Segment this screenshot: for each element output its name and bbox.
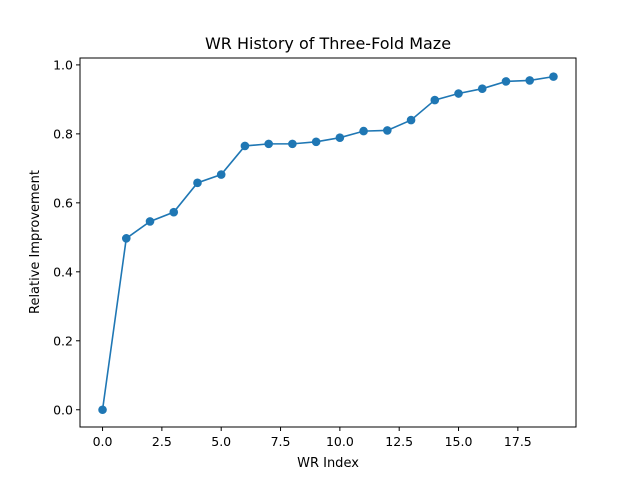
y-axis-label: Relative Improvement xyxy=(28,170,43,314)
series-line xyxy=(101,75,554,410)
series-group xyxy=(98,72,558,415)
data-point xyxy=(121,234,131,243)
data-point xyxy=(406,115,416,125)
data-point xyxy=(264,139,273,149)
x-tick-label: 12.5 xyxy=(385,434,413,449)
data-point xyxy=(359,126,368,136)
data-point xyxy=(193,178,202,188)
data-point xyxy=(169,207,179,217)
data-point xyxy=(216,170,226,179)
y-tick-label: 0.4 xyxy=(53,264,73,279)
x-tick-label: 0.0 xyxy=(93,434,113,449)
y-tick-label: 1.0 xyxy=(53,57,73,72)
x-tick-label: 7.5 xyxy=(271,434,291,449)
data-point xyxy=(145,217,155,226)
plot-frame xyxy=(79,57,577,428)
plot-area xyxy=(79,57,577,428)
y-tick-label: 0.2 xyxy=(53,333,73,348)
data-point xyxy=(477,84,487,93)
data-point xyxy=(549,72,558,81)
data-point xyxy=(454,89,463,98)
y-axis: 0.0 0.2 0.4 0.6 0.8 1.0 xyxy=(53,57,80,417)
chart-title: WR History of Three-Fold Maze xyxy=(205,34,451,53)
data-point xyxy=(383,126,392,135)
x-tick-label: 10.0 xyxy=(326,434,354,449)
data-point xyxy=(525,76,535,85)
y-tick-label: 0.8 xyxy=(53,126,73,141)
data-point xyxy=(311,137,321,147)
x-axis: 0.0 2.5 5.0 7.5 10.0 12.5 15.0 17.5 xyxy=(93,427,532,449)
x-tick-label: 17.5 xyxy=(504,434,532,449)
data-point xyxy=(335,133,345,142)
x-tick-label: 15.0 xyxy=(445,434,473,449)
y-tick-label: 0.0 xyxy=(53,402,73,417)
x-tick-label: 2.5 xyxy=(152,434,172,449)
x-tick-label: 5.0 xyxy=(211,434,231,449)
data-point xyxy=(240,141,250,151)
x-axis-label: WR Index xyxy=(297,456,359,471)
data-point xyxy=(98,405,107,415)
data-point xyxy=(430,95,440,105)
data-point xyxy=(501,77,511,86)
y-tick-label: 0.6 xyxy=(53,195,73,210)
data-point xyxy=(288,139,297,149)
